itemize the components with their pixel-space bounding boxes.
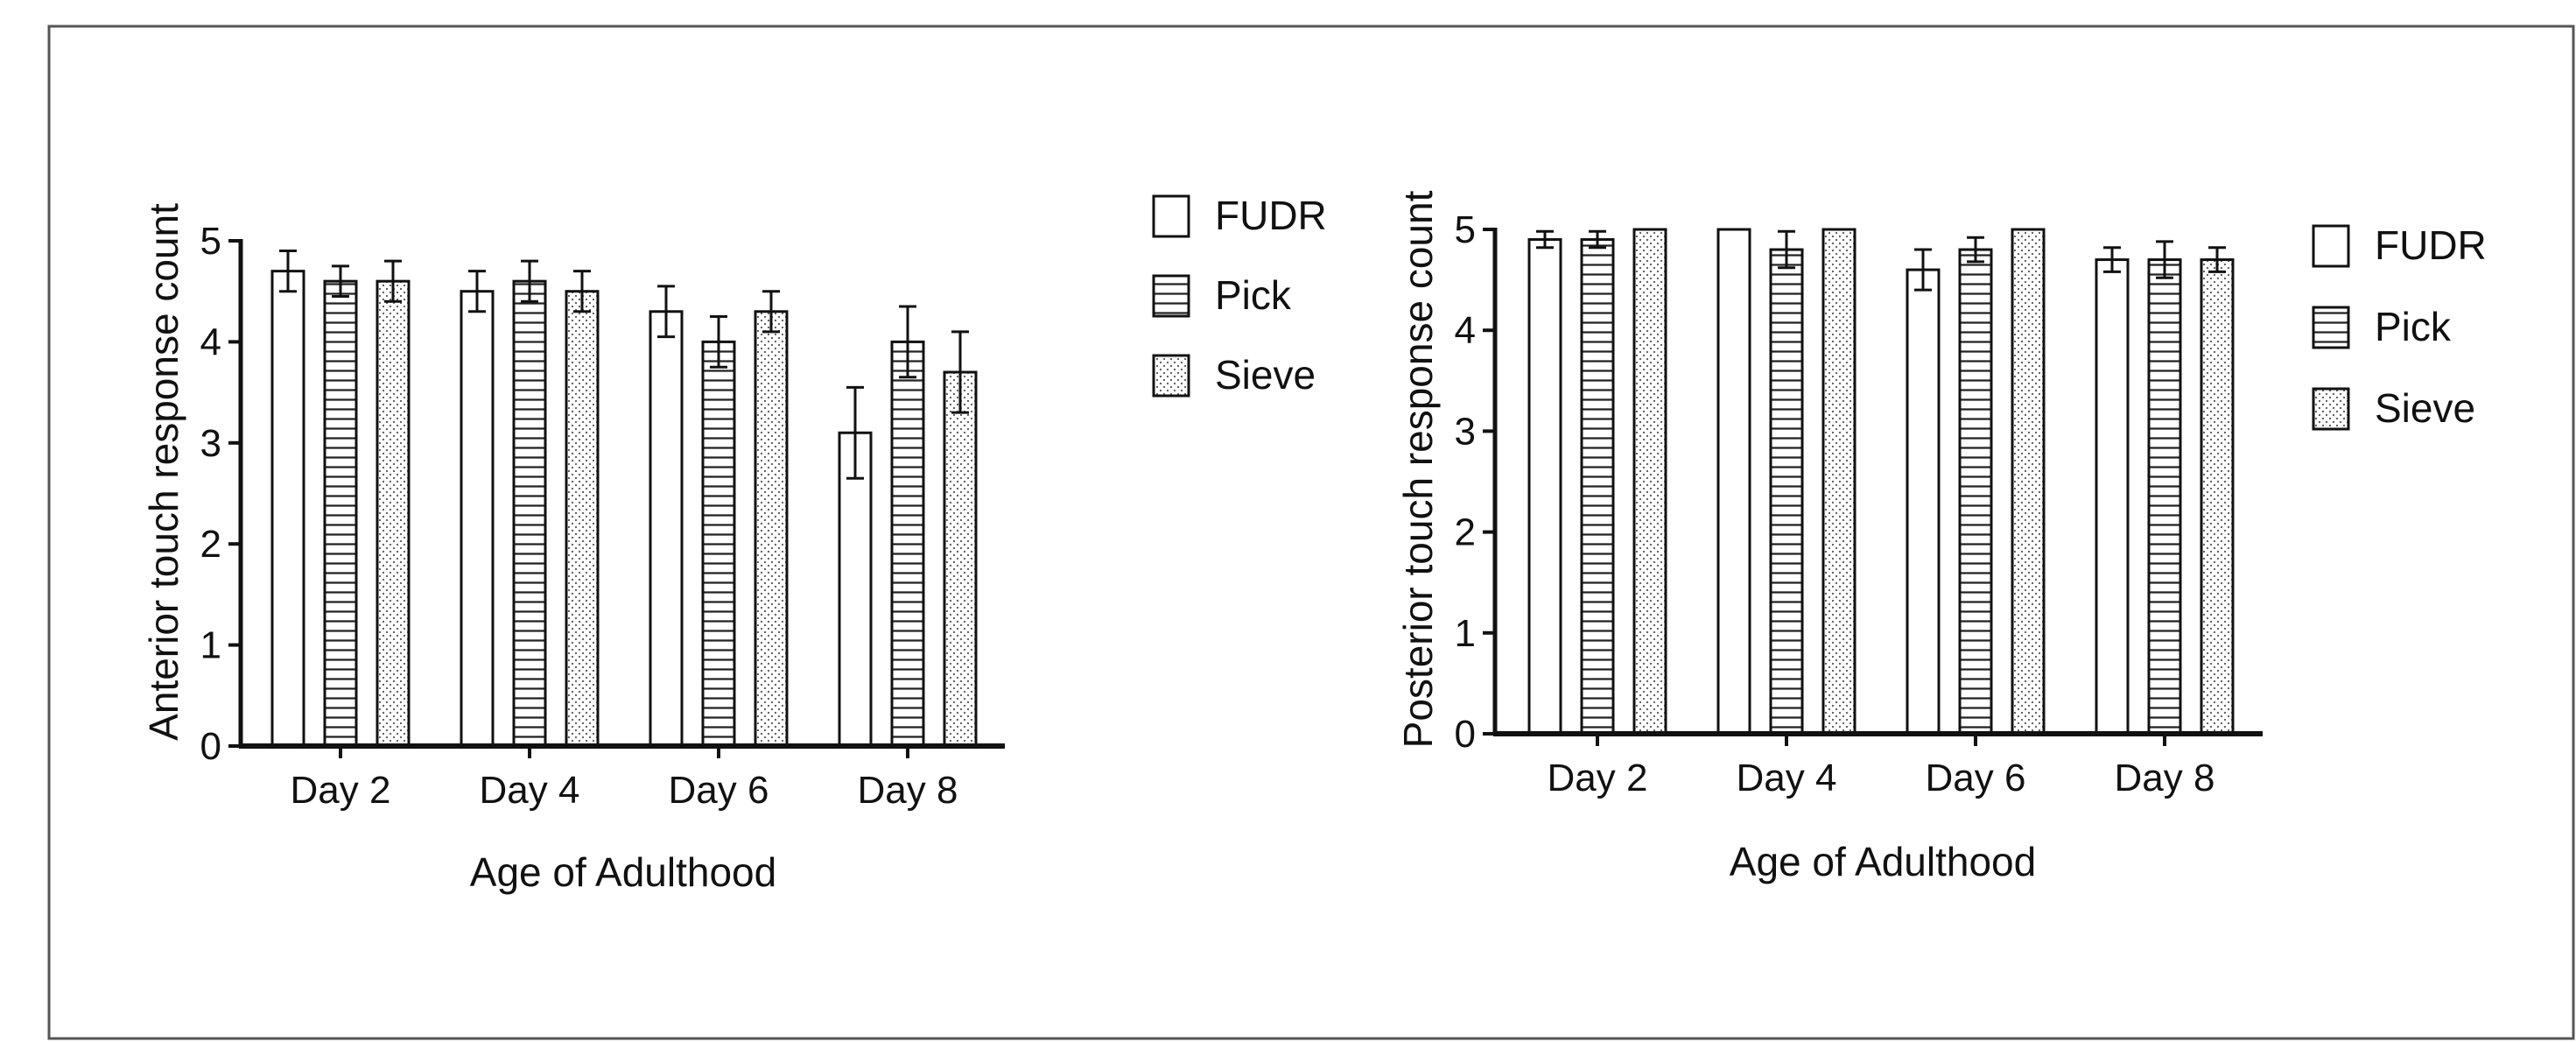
error-bar — [2156, 240, 2173, 279]
x-tick-label: Day 8 — [858, 769, 958, 812]
bar-pick-day-8 — [890, 340, 925, 748]
error-bar — [468, 270, 486, 313]
y-tick-label: 5 — [1455, 208, 1476, 251]
y-tick-label: 3 — [1455, 410, 1476, 453]
outer-border — [47, 25, 2575, 1040]
y-tick-label: 0 — [200, 725, 221, 768]
error-bar — [710, 315, 727, 369]
legend-label-pick: Pick — [1215, 272, 1292, 318]
error-bar — [332, 264, 349, 298]
y-tick-label: 4 — [1455, 309, 1476, 352]
legend-swatch-fudr — [2312, 224, 2350, 268]
error-bar — [657, 285, 675, 339]
legend-swatch-sieve — [2312, 387, 2350, 431]
y-tick-label: 5 — [200, 220, 221, 263]
bar-sieve-day-4 — [1821, 228, 1857, 736]
error-bar — [846, 385, 864, 480]
bar-fudr-day-8 — [2095, 258, 2130, 736]
legend-swatch-fudr — [1152, 194, 1190, 238]
bar-pick-day-6 — [701, 340, 736, 748]
error-bar — [762, 290, 780, 334]
error-bar — [1778, 229, 1795, 270]
x-tick-label: Day 6 — [669, 769, 769, 812]
error-bar — [279, 250, 297, 293]
bar-pick-day-8 — [2147, 258, 2182, 736]
x-tick-label: Day 8 — [2115, 757, 2215, 799]
error-bar — [1589, 229, 1606, 250]
legend-label-fudr: FUDR — [2375, 222, 2487, 268]
y-axis-label: Anterior touch response count — [141, 203, 186, 741]
y-tick-label: 3 — [200, 422, 221, 465]
x-axis-label: Age of Adulthood — [1730, 839, 2036, 884]
bar-fudr-day-8 — [838, 431, 873, 748]
bar-sieve-day-4 — [565, 290, 600, 748]
legend-label-sieve: Sieve — [2375, 385, 2475, 431]
error-bar — [1967, 236, 1984, 264]
anterior-chart: Anterior touch response count Age of Adu… — [141, 193, 1327, 895]
y-tick-label: 2 — [200, 523, 221, 566]
bar-sieve-day-8 — [2200, 258, 2235, 736]
y-tick-label: 4 — [200, 320, 221, 363]
bar-pick-day-4 — [512, 279, 547, 748]
error-bar — [521, 259, 538, 303]
y-tick-label: 2 — [1455, 511, 1476, 554]
error-bar — [951, 330, 969, 414]
posterior-chart: Posterior touch response count Age of Ad… — [1395, 190, 2487, 884]
y-tick-label: 1 — [1455, 612, 1476, 655]
bar-fudr-day-2 — [1527, 238, 1562, 736]
error-bar — [384, 259, 402, 303]
bar-fudr-day-4 — [460, 290, 495, 748]
legend-label-sieve: Sieve — [1215, 352, 1316, 398]
error-bar — [899, 305, 916, 379]
bar-sieve-day-8 — [943, 370, 978, 748]
bar-fudr-day-4 — [1716, 228, 1751, 736]
legend-label-pick: Pick — [2375, 304, 2452, 349]
x-tick-label: Day 2 — [291, 769, 391, 812]
y-tick-label: 1 — [200, 624, 221, 667]
error-bar — [573, 270, 591, 313]
bar-pick-day-2 — [323, 279, 358, 748]
bar-pick-day-4 — [1769, 248, 1804, 736]
error-bar — [1914, 248, 1932, 292]
legend-swatch-pick — [1152, 274, 1190, 318]
error-bar — [2208, 246, 2226, 273]
x-tick-label: Day 2 — [1548, 757, 1648, 799]
bar-sieve-day-2 — [376, 279, 411, 748]
bar-sieve-day-6 — [2011, 228, 2046, 736]
bar-fudr-day-2 — [270, 270, 305, 748]
bar-pick-day-6 — [1958, 248, 1993, 736]
bar-fudr-day-6 — [1906, 268, 1941, 736]
x-tick-label: Day 6 — [1926, 757, 2026, 799]
legend: FUDR Pick Sieve — [1152, 193, 1327, 398]
legend-label-fudr: FUDR — [1215, 193, 1327, 238]
bar-sieve-day-6 — [754, 310, 789, 748]
legend-swatch-pick — [2312, 306, 2350, 349]
x-tick-label: Day 4 — [1737, 757, 1837, 799]
x-axis-label: Age of Adulthood — [470, 849, 776, 895]
bar-pick-day-2 — [1580, 238, 1615, 736]
x-tick-label: Day 4 — [480, 769, 580, 812]
error-bar — [2103, 246, 2121, 273]
bar-fudr-day-6 — [649, 310, 684, 748]
error-bar — [1536, 229, 1554, 250]
y-tick-label: 0 — [1455, 713, 1476, 756]
legend-swatch-sieve — [1152, 354, 1190, 398]
y-axis-label: Posterior touch response count — [1395, 190, 1441, 748]
legend: FUDR Pick Sieve — [2312, 222, 2487, 431]
bar-sieve-day-2 — [1632, 228, 1667, 736]
